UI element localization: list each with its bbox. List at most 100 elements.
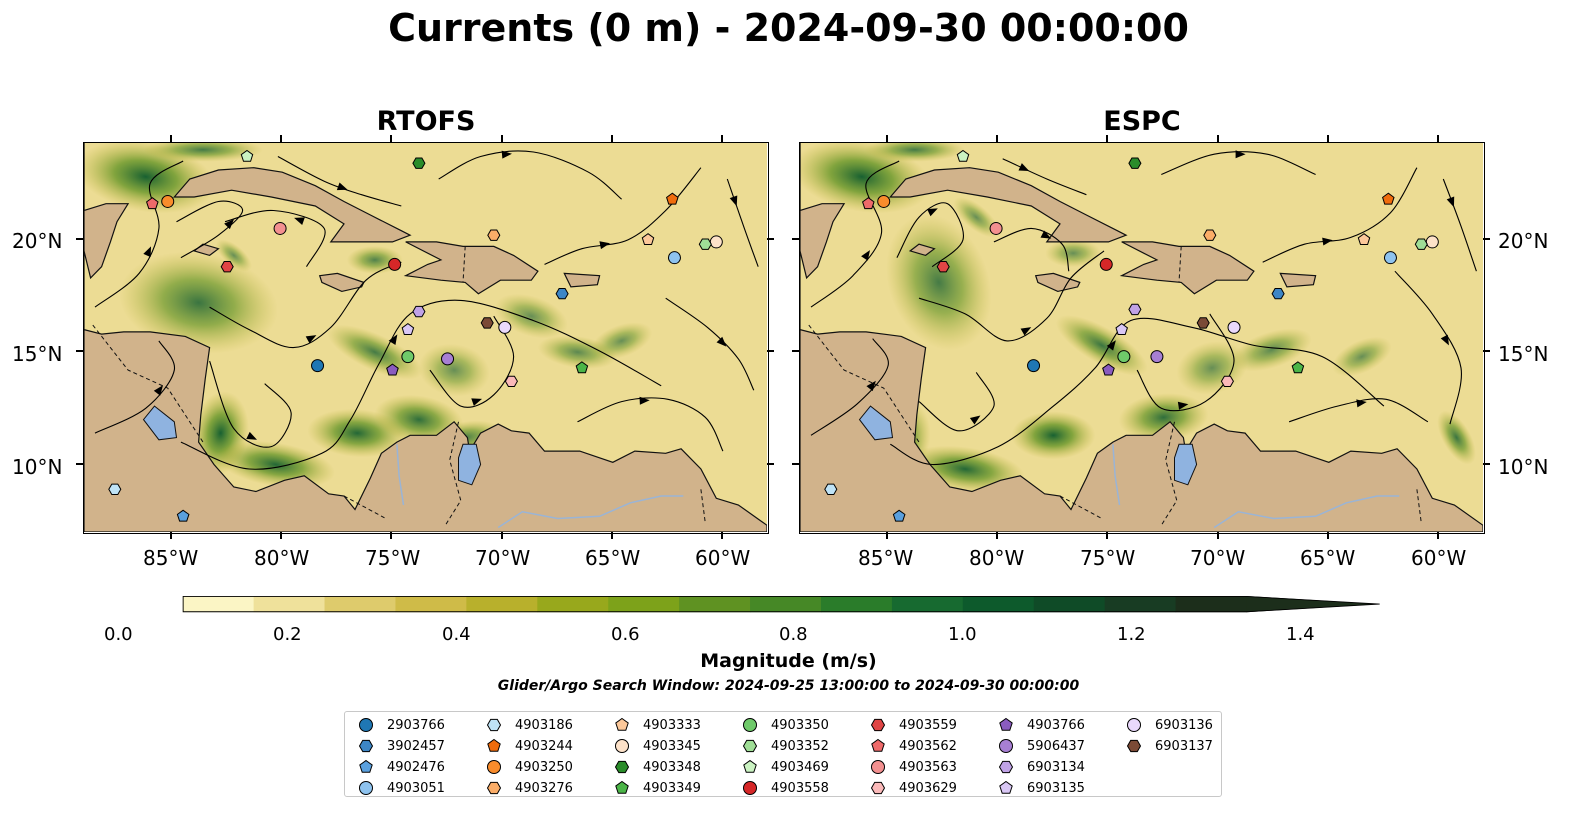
float-marker-4903276[interactable] (1203, 229, 1217, 241)
float-marker-6903134[interactable] (1128, 303, 1142, 316)
lon-tick-label: 75°W (1080, 546, 1136, 570)
float-marker-4903348[interactable] (1128, 157, 1142, 169)
current-magnitude-map (84, 143, 767, 532)
legend-marker-hexagon-icon (870, 781, 886, 795)
float-marker-4903051[interactable] (667, 251, 681, 265)
float-marker-4903250[interactable] (877, 194, 891, 208)
lat-tick-mark (792, 462, 799, 465)
float-marker-2903766[interactable] (311, 359, 325, 373)
float-marker-4903186[interactable] (824, 483, 838, 495)
float-marker-4903469[interactable] (956, 149, 970, 162)
float-marker-4903469[interactable] (240, 149, 254, 162)
float-marker-4903345[interactable] (709, 235, 723, 249)
float-marker-6903137[interactable] (1196, 317, 1210, 329)
float-marker-4903244[interactable] (666, 192, 679, 205)
legend-label: 4903349 (643, 780, 701, 796)
river-line (497, 495, 684, 529)
float-marker-4903350[interactable] (1117, 350, 1131, 364)
float-marker-6903136[interactable] (498, 320, 512, 334)
colorbar-segment (253, 596, 326, 613)
float-marker-6903135[interactable] (401, 322, 415, 335)
colorbar-extend-arrow (1246, 596, 1380, 613)
land-polygon (1034, 272, 1081, 293)
legend-item-2903766: 2903766 (357, 715, 445, 735)
lon-tick-mark (996, 532, 999, 539)
float-marker-4903352[interactable] (698, 238, 712, 250)
float-marker-2903766[interactable] (1027, 359, 1041, 373)
float-marker-4903276[interactable] (487, 229, 501, 241)
legend-item-4903563: 4903563 (869, 757, 957, 777)
streamline (810, 338, 889, 436)
flow-direction-arrow (224, 219, 234, 230)
float-marker-4903629[interactable] (1220, 375, 1234, 387)
float-marker-4903250[interactable] (161, 194, 175, 208)
flow-direction-arrow (599, 241, 611, 250)
float-marker-4903186[interactable] (108, 483, 122, 495)
legend-marker-pentagon-icon (487, 738, 501, 752)
legend-item-4903352: 4903352 (741, 736, 829, 756)
float-marker-4903348[interactable] (412, 157, 426, 169)
float-marker-3902457[interactable] (555, 288, 569, 300)
land-polygon (172, 167, 412, 243)
flow-direction-arrow (336, 182, 348, 191)
float-marker-4903350[interactable] (401, 350, 415, 364)
legend-marker-circle-icon (359, 718, 373, 732)
float-marker-4903352[interactable] (1414, 238, 1428, 250)
float-marker-5906437[interactable] (1150, 350, 1164, 364)
float-marker-5906437[interactable] (441, 352, 455, 366)
legend-item-4903244: 4903244 (485, 736, 573, 756)
colorbar-tick-label: 0.6 (611, 624, 640, 645)
float-marker-6903136[interactable] (1227, 320, 1241, 334)
float-marker-4903051[interactable] (1383, 251, 1397, 265)
river-line (1112, 444, 1121, 506)
lon-tick-label: 80°W (969, 546, 1025, 570)
float-marker-4903244[interactable] (1382, 192, 1395, 205)
streamline (993, 227, 1070, 272)
flow-direction-arrow (1106, 340, 1116, 351)
lon-tick-label: 60°W (1411, 546, 1467, 570)
float-marker-4903562[interactable] (862, 197, 875, 210)
float-marker-4903766[interactable] (386, 363, 399, 376)
float-marker-4902476[interactable] (892, 509, 906, 522)
streamline (577, 397, 724, 452)
legend-label: 6903134 (1027, 759, 1085, 775)
legend-label: 4903563 (899, 759, 957, 775)
colorbar-segment (1104, 596, 1177, 613)
legend-item-4903469: 4903469 (741, 757, 829, 777)
float-marker-4903559[interactable] (936, 261, 950, 273)
float-marker-4903559[interactable] (220, 261, 234, 273)
float-marker-4903563[interactable] (273, 221, 287, 235)
flow-direction-arrow (471, 398, 483, 406)
float-marker-4902476[interactable] (176, 509, 190, 522)
country-border (808, 324, 920, 443)
current-speed-patch (864, 143, 965, 162)
float-marker-4903333[interactable] (641, 233, 655, 245)
map-panel-rtofs[interactable] (83, 142, 769, 534)
float-marker-4903558[interactable] (1099, 257, 1113, 271)
float-marker-4903349[interactable] (1291, 361, 1305, 374)
legend-marker-pentagon-icon (871, 738, 885, 752)
float-marker-6903135[interactable] (1115, 322, 1128, 335)
colorbar-tick-label: 0.8 (779, 624, 808, 645)
float-marker-4903629[interactable] (504, 375, 518, 387)
river-line (396, 444, 405, 506)
lat-tick-label: 15°N (1498, 342, 1549, 366)
legend-label: 4903559 (899, 717, 957, 733)
float-marker-4903562[interactable] (146, 197, 159, 210)
country-border (462, 246, 466, 283)
colorbar-tick-label: 0.2 (273, 624, 302, 645)
float-marker-3902457[interactable] (1271, 288, 1285, 300)
float-marker-6903137[interactable] (480, 317, 494, 329)
flow-direction-arrow (1020, 327, 1032, 336)
float-marker-4903563[interactable] (989, 221, 1003, 235)
streamline (1394, 270, 1462, 425)
lon-tick-mark (170, 532, 173, 539)
float-marker-4903558[interactable] (388, 257, 402, 271)
float-marker-4903333[interactable] (1357, 233, 1371, 245)
float-marker-6903134[interactable] (412, 305, 426, 318)
float-marker-4903345[interactable] (1425, 235, 1439, 249)
float-marker-4903766[interactable] (1102, 363, 1115, 376)
float-marker-4903349[interactable] (575, 361, 589, 374)
legend-label: 4902476 (387, 759, 445, 775)
map-panel-espc[interactable] (799, 142, 1485, 534)
